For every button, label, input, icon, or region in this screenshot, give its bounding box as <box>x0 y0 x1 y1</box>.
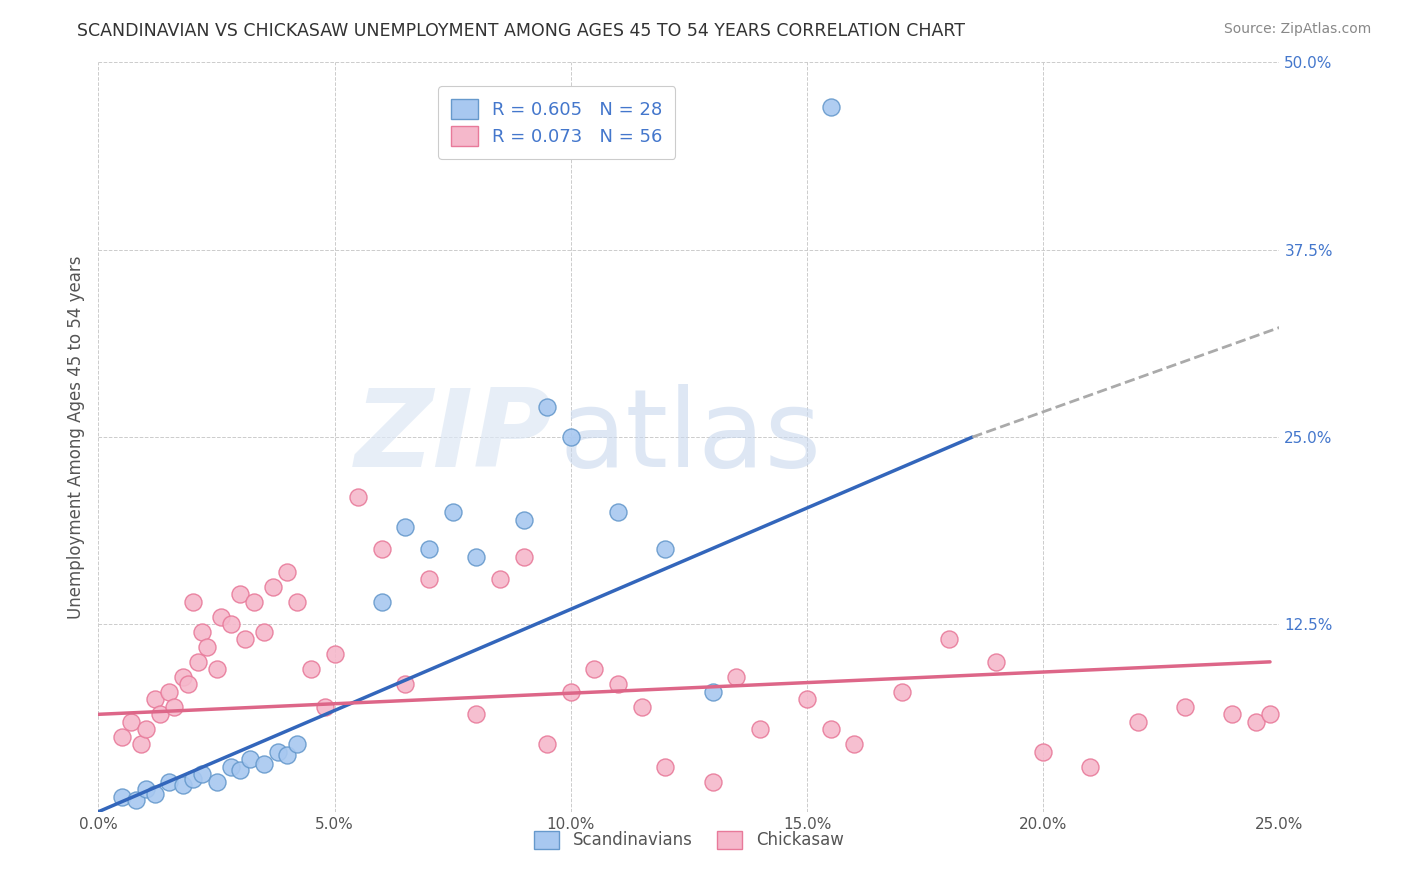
Point <box>890 685 912 699</box>
Point <box>111 730 134 744</box>
Point <box>371 595 394 609</box>
Point <box>984 655 1007 669</box>
Point <box>820 723 842 737</box>
Point <box>441 505 464 519</box>
Point <box>748 723 770 737</box>
Text: ZIP: ZIP <box>354 384 553 490</box>
Point <box>1174 699 1197 714</box>
Point <box>229 763 252 777</box>
Point <box>205 774 228 789</box>
Point <box>276 747 298 762</box>
Point <box>187 655 209 669</box>
Point <box>314 699 336 714</box>
Point <box>630 699 652 714</box>
Point <box>512 549 534 564</box>
Point <box>536 400 558 414</box>
Point <box>172 670 194 684</box>
Point <box>181 595 204 609</box>
Point <box>418 573 440 587</box>
Point <box>239 752 262 766</box>
Point <box>844 737 866 751</box>
Point <box>219 617 242 632</box>
Point <box>702 685 724 699</box>
Point <box>299 662 322 676</box>
Point <box>560 430 582 444</box>
Point <box>121 714 143 729</box>
Point <box>654 542 676 557</box>
Point <box>143 692 166 706</box>
Point <box>323 648 346 662</box>
Point <box>209 610 232 624</box>
Point <box>163 699 186 714</box>
Point <box>267 745 290 759</box>
Point <box>285 737 308 751</box>
Legend: Scandinavians, Chickasaw: Scandinavians, Chickasaw <box>527 824 851 855</box>
Text: atlas: atlas <box>560 384 821 490</box>
Point <box>1258 707 1281 722</box>
Point <box>285 595 308 609</box>
Point <box>129 737 152 751</box>
Point <box>253 624 276 639</box>
Point <box>938 632 960 647</box>
Point <box>702 774 724 789</box>
Point <box>243 595 266 609</box>
Point <box>253 756 276 771</box>
Point <box>262 580 284 594</box>
Point <box>347 490 370 504</box>
Point <box>125 793 148 807</box>
Point <box>512 512 534 526</box>
Point <box>1126 714 1149 729</box>
Point <box>157 774 180 789</box>
Point <box>607 677 630 691</box>
Point <box>465 549 488 564</box>
Point <box>276 565 298 579</box>
Point <box>205 662 228 676</box>
Point <box>195 640 218 654</box>
Point <box>418 542 440 557</box>
Point <box>172 778 194 792</box>
Point <box>1244 714 1267 729</box>
Point <box>219 760 242 774</box>
Point <box>229 587 252 601</box>
Y-axis label: Unemployment Among Ages 45 to 54 years: Unemployment Among Ages 45 to 54 years <box>66 255 84 619</box>
Point <box>465 707 488 722</box>
Point <box>725 670 748 684</box>
Point <box>149 707 172 722</box>
Point <box>1220 707 1243 722</box>
Point <box>135 782 157 797</box>
Point <box>560 685 582 699</box>
Text: Source: ZipAtlas.com: Source: ZipAtlas.com <box>1223 22 1371 37</box>
Point <box>654 760 676 774</box>
Point <box>489 573 512 587</box>
Point <box>820 100 842 114</box>
Point <box>371 542 394 557</box>
Point <box>181 772 204 786</box>
Point <box>1080 760 1102 774</box>
Point <box>394 677 416 691</box>
Text: SCANDINAVIAN VS CHICKASAW UNEMPLOYMENT AMONG AGES 45 TO 54 YEARS CORRELATION CHA: SCANDINAVIAN VS CHICKASAW UNEMPLOYMENT A… <box>77 22 966 40</box>
Point <box>177 677 200 691</box>
Point <box>1032 745 1054 759</box>
Point <box>135 723 157 737</box>
Point <box>536 737 558 751</box>
Point <box>394 520 416 534</box>
Point <box>191 624 214 639</box>
Point <box>233 632 256 647</box>
Point <box>796 692 818 706</box>
Point <box>191 767 214 781</box>
Point <box>111 789 134 804</box>
Point <box>157 685 180 699</box>
Point <box>583 662 606 676</box>
Point <box>143 787 166 801</box>
Point <box>607 505 630 519</box>
